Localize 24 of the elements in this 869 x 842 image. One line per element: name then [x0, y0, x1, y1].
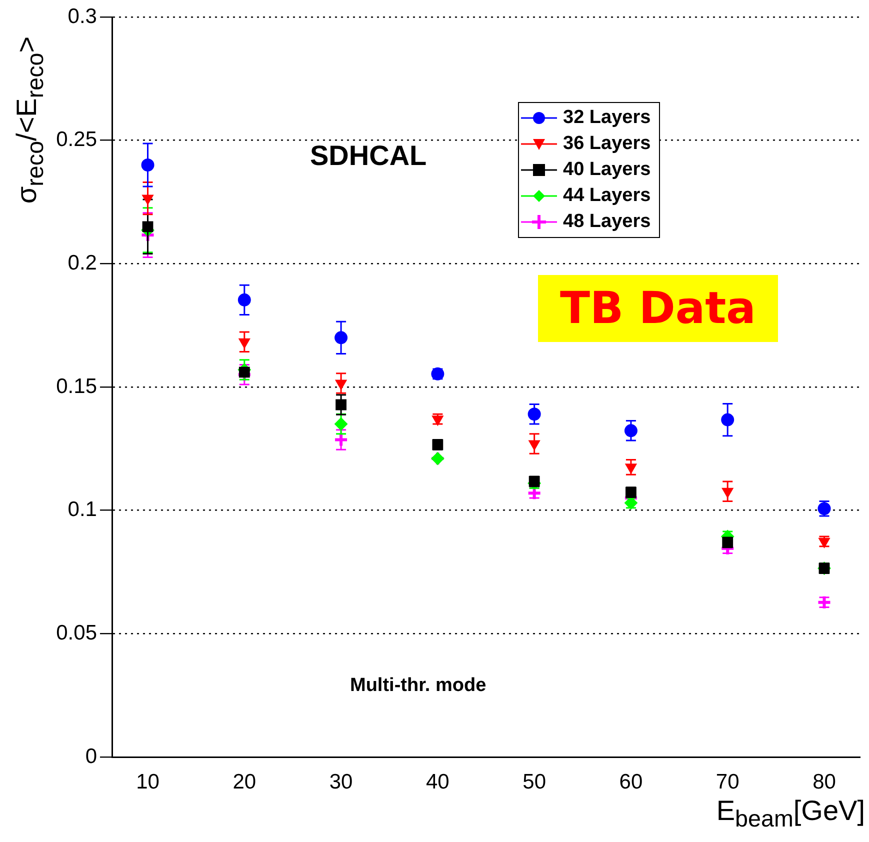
y-tick-label: 0.05	[56, 621, 97, 644]
x-tick-label: 70	[716, 770, 740, 794]
x-tick-label: 40	[426, 770, 450, 794]
annotation: TB Data	[538, 275, 778, 342]
y-tick-label: 0	[85, 744, 97, 768]
legend-label: 48 Layers	[563, 211, 651, 233]
y-tick-label: 0.3	[68, 4, 97, 28]
annotation: Multi-thr. mode	[350, 675, 486, 697]
y-tick-label: 0.25	[56, 128, 97, 152]
y-tick-label: 0.1	[68, 498, 97, 522]
x-tick-label: 20	[232, 770, 256, 794]
legend-label: 32 Layers	[563, 107, 651, 129]
legend-label: 44 Layers	[563, 185, 651, 207]
legend-label: 36 Layers	[563, 133, 651, 155]
x-tick-label: 60	[619, 770, 643, 794]
x-tick-label: 30	[329, 770, 353, 794]
x-axis-title: E$_{beam}$[GeV]	[716, 795, 865, 833]
legend-label: 40 Layers	[563, 159, 651, 181]
y-tick-label: 0.15	[56, 374, 97, 398]
annotation: SDHCAL	[310, 140, 427, 172]
y-tick-label: 0.2	[68, 251, 97, 274]
x-tick-label: 10	[136, 770, 160, 794]
x-tick-label: 80	[812, 770, 836, 794]
x-tick-label: 50	[522, 770, 546, 794]
